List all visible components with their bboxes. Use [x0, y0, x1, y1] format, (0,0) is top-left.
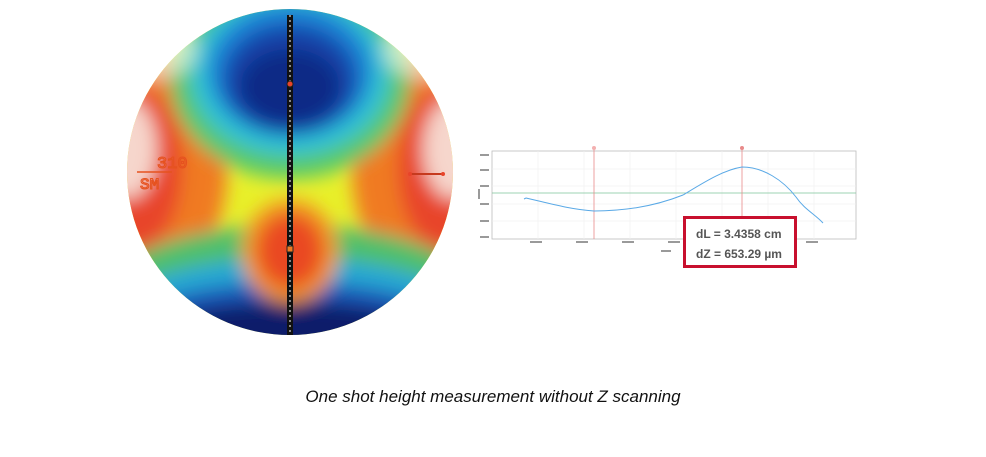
- dl-value: dL = 3.4358 cm: [696, 227, 782, 241]
- cursor-marker-bottom[interactable]: [286, 245, 294, 253]
- cursor-marker-top[interactable]: [286, 80, 294, 88]
- height-map-image: 310 SM: [127, 9, 453, 335]
- measurement-box: dL = 3.4358 cm dZ = 653.29 µm: [683, 216, 797, 268]
- engraving-label-310: 310: [157, 155, 188, 174]
- dz-value: dZ = 653.29 µm: [696, 247, 782, 261]
- engraving-label-sm: SM: [140, 176, 159, 194]
- profile-plot: [478, 145, 860, 257]
- figure-caption: One shot height measurement without Z sc…: [305, 387, 681, 406]
- profile-curve: [523, 166, 824, 224]
